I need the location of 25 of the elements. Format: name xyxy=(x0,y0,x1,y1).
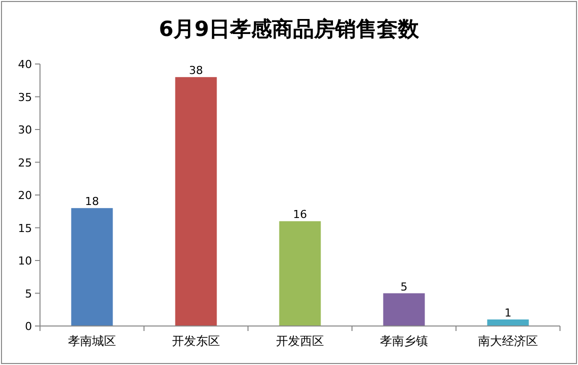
y-tick-label: 5 xyxy=(25,287,32,300)
x-tick-label: 南大经济区 xyxy=(478,334,538,348)
y-tick-label: 30 xyxy=(18,124,32,136)
bar xyxy=(279,221,321,326)
data-label: 38 xyxy=(189,64,203,78)
bar xyxy=(487,319,529,326)
data-label: 18 xyxy=(85,195,99,208)
bar xyxy=(175,77,217,326)
y-tick-label: 35 xyxy=(18,90,32,104)
data-label: 16 xyxy=(293,208,307,222)
y-tick-label: 20 xyxy=(18,189,32,202)
y-tick-label: 40 xyxy=(18,58,32,71)
data-label: 5 xyxy=(400,280,408,294)
y-tick-label: 10 xyxy=(18,254,32,268)
data-label: 1 xyxy=(504,306,512,320)
x-tick-label: 孝南乡镇 xyxy=(380,334,428,348)
x-tick-label: 开发西区 xyxy=(276,334,324,348)
y-tick-label: 25 xyxy=(18,156,32,170)
y-tick-label: 15 xyxy=(18,222,32,235)
bar xyxy=(383,293,425,326)
chart-title: 6月9日孝感商品房销售套数 xyxy=(158,17,420,41)
x-tick-label: 开发东区 xyxy=(172,334,220,348)
y-tick-label: 0 xyxy=(25,320,32,333)
x-tick-label: 孝南城区 xyxy=(68,334,116,348)
bar xyxy=(71,208,113,326)
